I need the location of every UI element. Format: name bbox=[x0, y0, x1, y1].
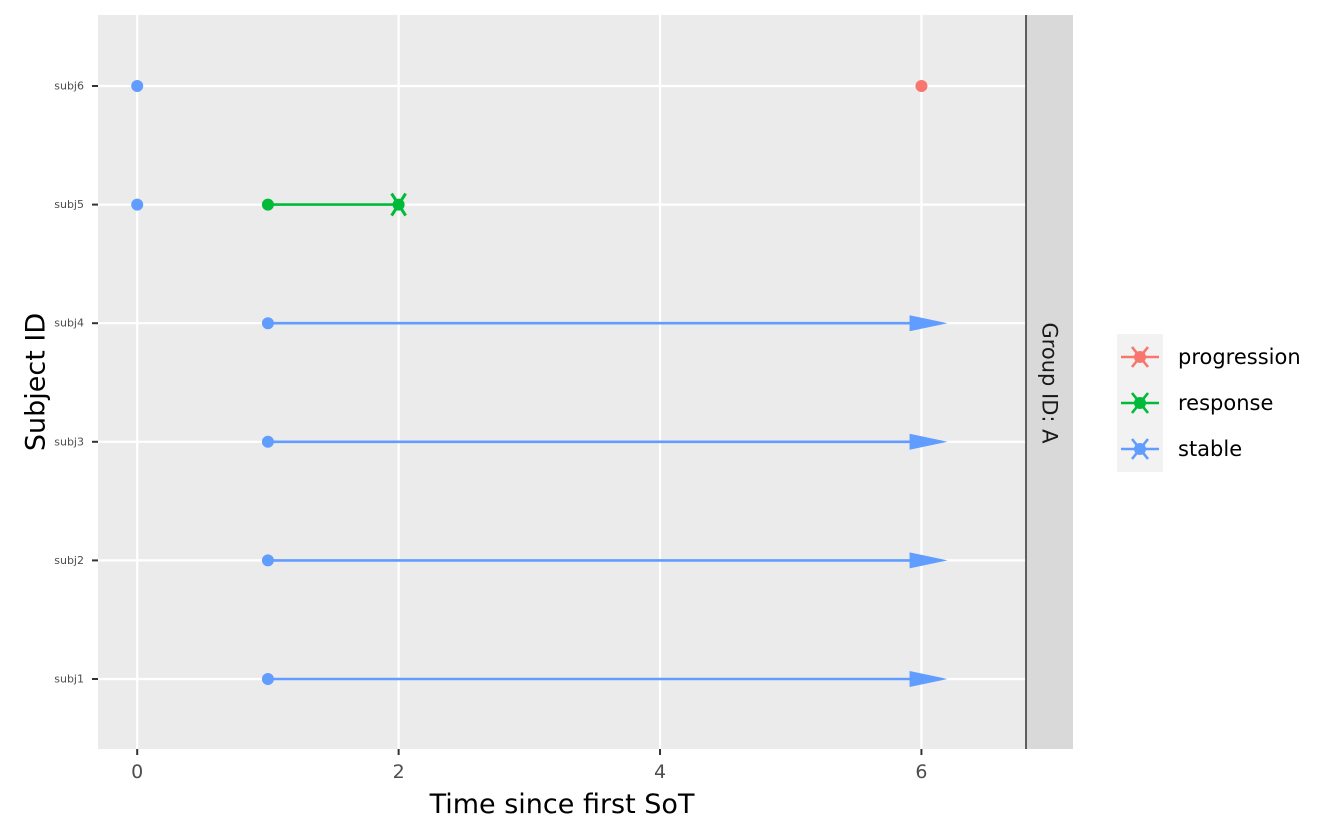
panel-background bbox=[98, 15, 1026, 749]
chart-marks bbox=[131, 80, 948, 687]
y-tick-label-subj5: subj5 bbox=[54, 198, 84, 211]
legend-label-response: response bbox=[1178, 391, 1273, 415]
arrowhead-subj2 bbox=[909, 552, 948, 569]
legend-item-stable: stable bbox=[1117, 426, 1242, 472]
point-subj2-stable-1 bbox=[261, 554, 274, 567]
arrowhead-subj3 bbox=[909, 433, 948, 450]
y-axis-title: Subject ID bbox=[21, 313, 52, 451]
x-tick-label-0: 0 bbox=[131, 761, 143, 783]
point-subj6-progression-7 bbox=[915, 80, 928, 92]
y-tick-label-subj4: subj4 bbox=[54, 317, 84, 330]
legend-item-progression: progression bbox=[1117, 334, 1301, 380]
x-tick-label-3: 6 bbox=[915, 761, 927, 783]
legend-item-response: response bbox=[1117, 380, 1273, 426]
legend-label-progression: progression bbox=[1178, 345, 1301, 369]
point-subj3-stable-2 bbox=[261, 435, 274, 448]
response-end-marker-subj5 bbox=[390, 192, 407, 217]
facet-label: Group ID: A bbox=[1038, 322, 1062, 444]
y-tick-label-subj6: subj6 bbox=[54, 80, 84, 93]
y-tick-label-subj3: subj3 bbox=[54, 435, 84, 448]
y-tick-label-subj1: subj1 bbox=[54, 673, 84, 686]
legend-key-stable bbox=[1121, 438, 1159, 460]
point-subj4-stable-3 bbox=[261, 317, 274, 330]
point-subj5-stable-4 bbox=[131, 198, 144, 211]
x-tick-label-2: 4 bbox=[654, 761, 666, 783]
facet-strip-background bbox=[1026, 15, 1073, 749]
point-subj6-stable-6 bbox=[131, 80, 144, 92]
legend-key-progression bbox=[1121, 346, 1159, 368]
arrowhead-subj4 bbox=[909, 315, 948, 332]
point-subj5-response-5 bbox=[261, 198, 274, 211]
legend-key-response bbox=[1121, 392, 1159, 414]
arrowhead-subj1 bbox=[909, 671, 948, 687]
x-tick-label-1: 2 bbox=[393, 761, 405, 783]
legend: progression response stable bbox=[1117, 334, 1301, 472]
plot-panel bbox=[98, 15, 1026, 749]
axes: 0 2 4 6 subj1 subj2 subj3 subj4 subj5 subj6 bbox=[54, 80, 927, 784]
facet-strip: Group ID: A bbox=[1025, 15, 1073, 749]
x-axis-title: Time since first SoT bbox=[429, 789, 695, 820]
legend-label-stable: stable bbox=[1178, 437, 1242, 461]
point-subj1-stable-0 bbox=[261, 673, 274, 685]
y-tick-label-subj2: subj2 bbox=[54, 554, 84, 567]
